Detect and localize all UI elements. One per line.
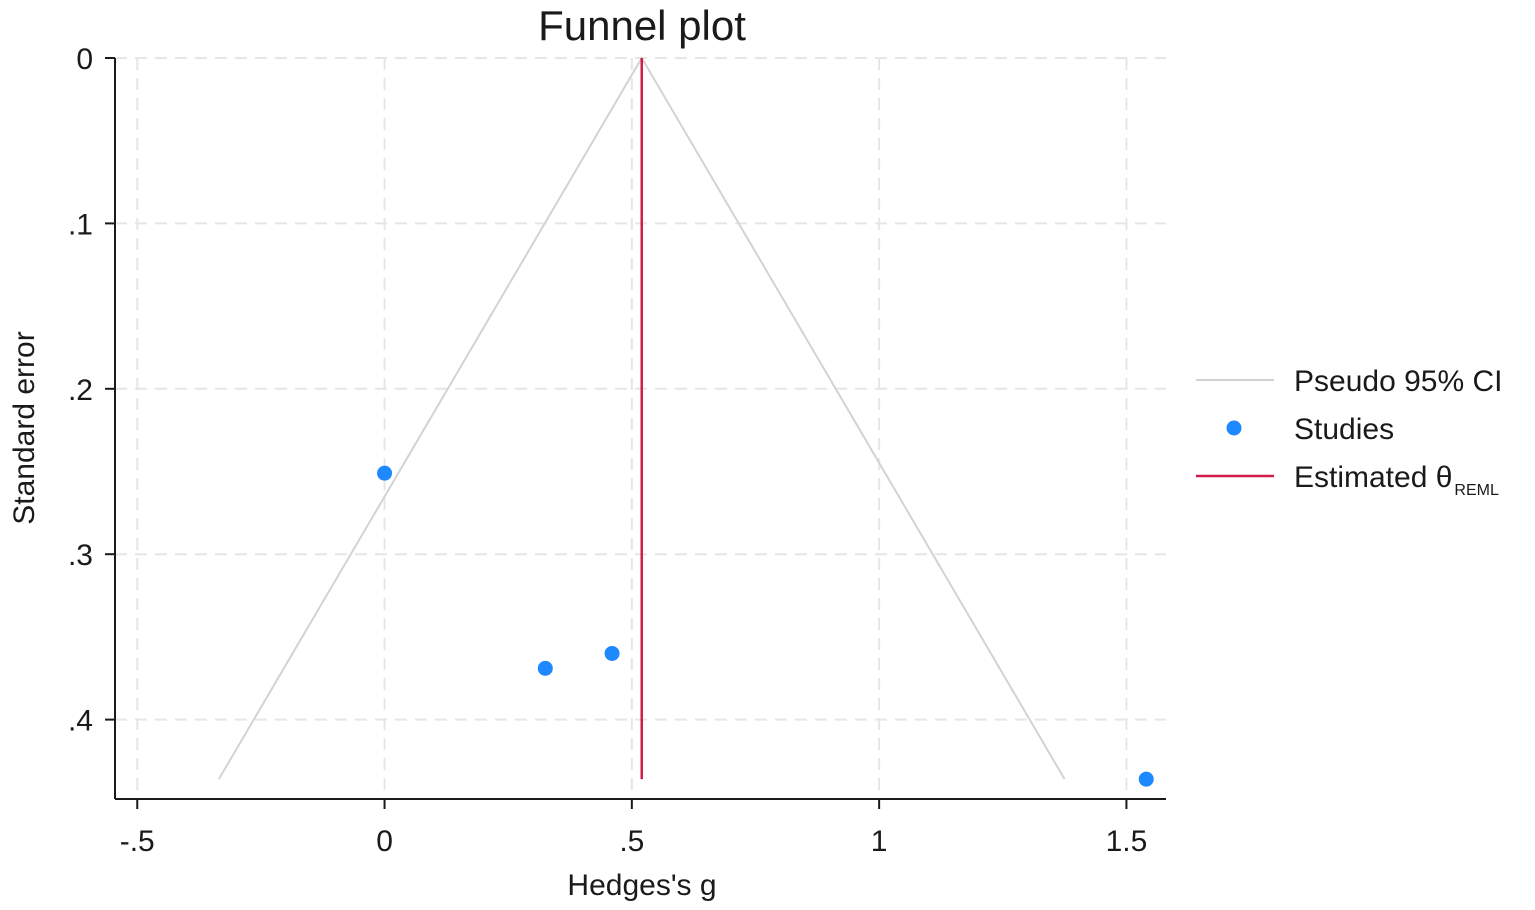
x-tick-label: -.5 (120, 825, 155, 858)
axes: -.5 0 .5 1 1.5 0 .1 .2 .3 .4 (68, 43, 1166, 858)
y-tick-label: .1 (68, 208, 93, 241)
x-axis-label: Hedges's g (567, 869, 716, 902)
study-point (1138, 771, 1154, 787)
y-tick-label: .3 (68, 539, 93, 572)
study-point (604, 645, 620, 661)
chart-title: Funnel plot (538, 2, 746, 49)
study-point (537, 660, 553, 676)
x-tick-label: .5 (619, 825, 644, 858)
legend-studies-label: Studies (1294, 413, 1394, 446)
study-points (377, 465, 1154, 787)
x-tick-label: 1 (871, 825, 888, 858)
legend-ci-label: Pseudo 95% CI (1294, 365, 1502, 398)
x-tick-label: 0 (376, 825, 393, 858)
legend: Pseudo 95% CI Studies Estimated θ REML (1196, 365, 1502, 499)
y-tick-label: 0 (76, 43, 93, 76)
study-point (377, 465, 393, 481)
y-axis-label: Standard error (8, 331, 41, 524)
legend-estimate-label: Estimated θ REML (1294, 461, 1499, 499)
x-tick-label: 1.5 (1106, 825, 1148, 858)
y-tick-label: .2 (68, 374, 93, 407)
y-tick-label: .4 (68, 705, 93, 738)
legend-studies-swatch (1226, 420, 1242, 436)
